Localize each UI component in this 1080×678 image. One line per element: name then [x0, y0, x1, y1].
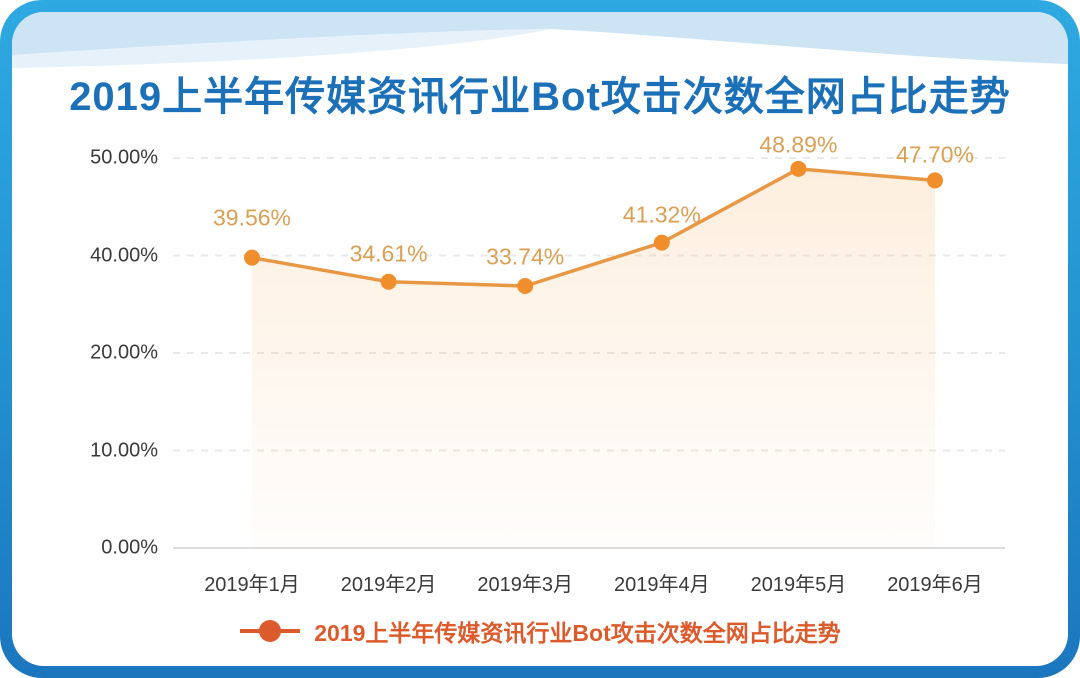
legend-line-dot-icon [240, 620, 301, 642]
header-wave-decoration [12, 12, 1068, 68]
chart-title: 2019上半年传媒资讯行业Bot攻击次数全网占比走势 [69, 75, 1011, 119]
data-point [380, 273, 397, 290]
x-axis-category-label: 2019年6月 [887, 574, 983, 596]
y-axis-tick-label: 50.00% [90, 146, 158, 169]
data-point [653, 234, 670, 251]
data-point-value-label: 34.61% [349, 240, 428, 267]
x-axis-category-label: 2019年4月 [613, 574, 710, 596]
x-axis-category-label: 2019年1月 [204, 574, 300, 596]
data-point-value-label: 47.70% [895, 141, 975, 168]
data-point [244, 249, 260, 266]
chart-card: 2019上半年传媒资讯行业Bot攻击次数全网占比走势 0.00% 10.00% 20… [12, 12, 1068, 666]
y-axis-tick-label: 10.00% [90, 439, 158, 461]
data-point-value-label: 33.74% [486, 243, 565, 270]
x-axis-category-label: 2019年2月 [340, 574, 437, 596]
data-point-value-label: 41.32% [622, 201, 701, 228]
chart-legend: 2019上半年传媒资讯行业Bot攻击次数全网占比走势 [12, 614, 1068, 648]
y-axis-tick-label: 0.00% [101, 536, 158, 559]
data-point-value-label: 48.89% [759, 131, 838, 158]
y-axis-tick-label: 20.00% [90, 341, 158, 364]
trend-line-chart: 0.00% 10.00% 20.00% 40.00% 50.00% 2019年1月 201… [12, 12, 1068, 666]
area-fill [252, 168, 935, 548]
x-axis-category-label: 2019年5月 [750, 574, 847, 596]
data-series [244, 160, 943, 548]
chart-plot [173, 157, 1005, 549]
legend-label: 2019上半年传媒资讯行业Bot攻击次数全网占比走势 [314, 620, 841, 646]
trend-line [250, 167, 937, 288]
x-axis-category-label: 2019年3月 [477, 574, 573, 596]
data-point [790, 160, 807, 177]
y-axis-tick-label: 40.00% [90, 244, 158, 266]
data-point [927, 172, 943, 189]
data-point-value-label: 39.56% [212, 204, 292, 231]
data-point [517, 278, 534, 295]
